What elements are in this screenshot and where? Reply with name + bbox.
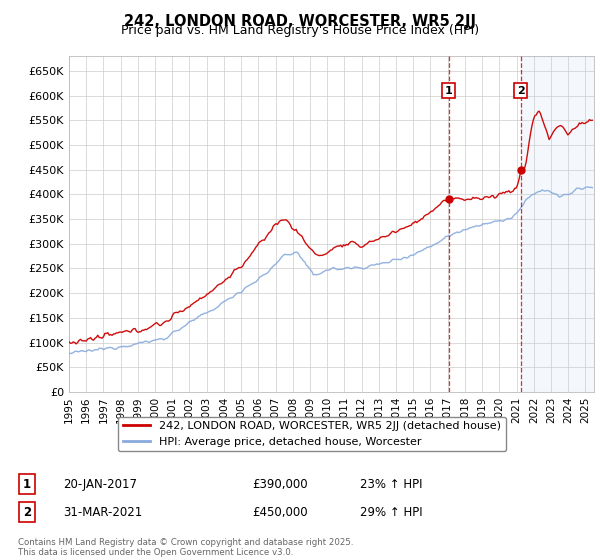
Text: 242, LONDON ROAD, WORCESTER, WR5 2JJ: 242, LONDON ROAD, WORCESTER, WR5 2JJ (124, 14, 476, 29)
Text: £450,000: £450,000 (252, 506, 308, 519)
Text: 31-MAR-2021: 31-MAR-2021 (63, 506, 142, 519)
Text: 23% ↑ HPI: 23% ↑ HPI (360, 478, 422, 491)
Bar (521, 56, 594, 392)
Text: 20-JAN-2017: 20-JAN-2017 (63, 478, 137, 491)
Legend: 242, LONDON ROAD, WORCESTER, WR5 2JJ (detached house), HPI: Average price, detac: 242, LONDON ROAD, WORCESTER, WR5 2JJ (de… (118, 417, 506, 451)
Text: 1: 1 (445, 86, 452, 96)
Text: 2: 2 (23, 506, 31, 519)
Text: Price paid vs. HM Land Registry's House Price Index (HPI): Price paid vs. HM Land Registry's House … (121, 24, 479, 37)
Text: 1: 1 (23, 478, 31, 491)
Text: Contains HM Land Registry data © Crown copyright and database right 2025.
This d: Contains HM Land Registry data © Crown c… (18, 538, 353, 557)
Text: 2: 2 (517, 86, 525, 96)
Text: £390,000: £390,000 (252, 478, 308, 491)
Text: 29% ↑ HPI: 29% ↑ HPI (360, 506, 422, 519)
